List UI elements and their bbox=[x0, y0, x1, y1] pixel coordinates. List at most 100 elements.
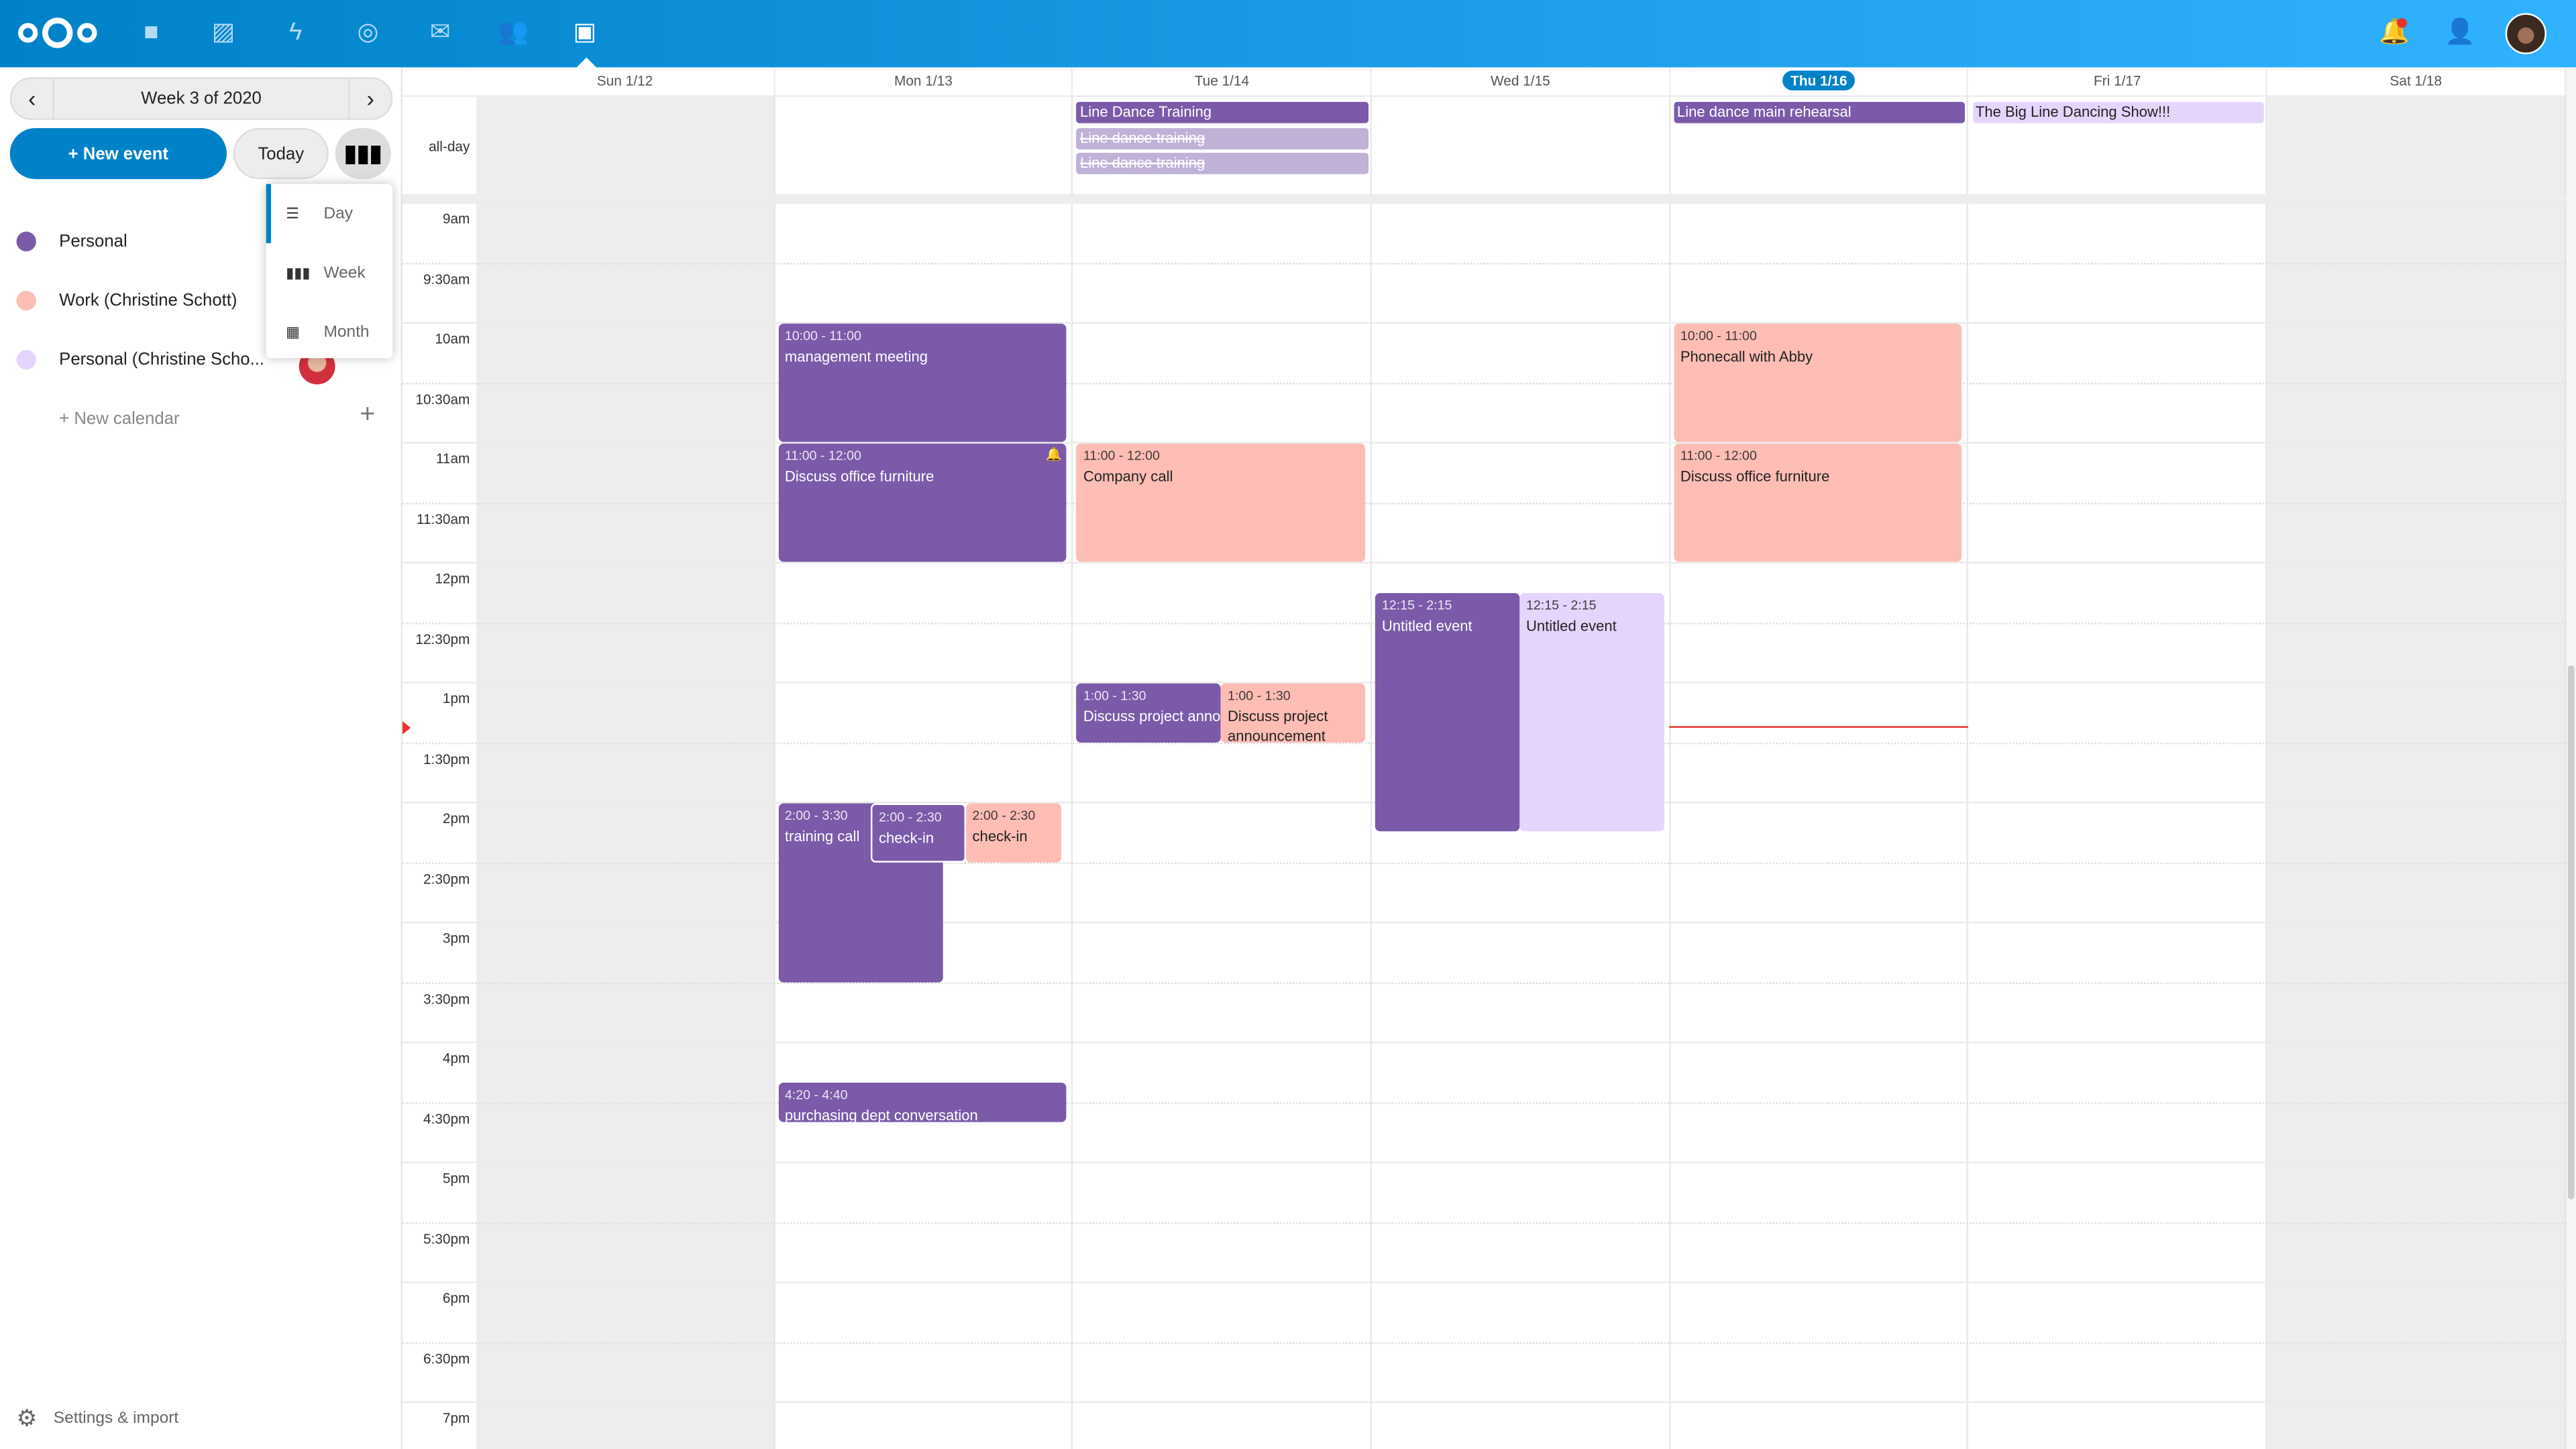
day-column[interactable] bbox=[1372, 95, 1671, 1449]
day-header[interactable]: Tue 1/14 bbox=[1073, 67, 1373, 96]
view-switcher-button[interactable]: ▮▮▮ bbox=[335, 128, 391, 179]
settings-button[interactable]: ⚙ Settings & import bbox=[16, 1405, 178, 1433]
day-column[interactable] bbox=[775, 95, 1074, 1449]
contacts-menu-icon[interactable]: 👤 bbox=[2445, 17, 2475, 46]
gear-icon: ⚙ bbox=[16, 1404, 38, 1432]
day-column[interactable] bbox=[1969, 95, 2268, 1449]
time-label: 2pm bbox=[442, 810, 470, 826]
event-title: Discuss office furniture bbox=[1680, 468, 1830, 485]
allday-event[interactable]: Line dance main rehearsal bbox=[1674, 101, 1966, 123]
new-calendar-button[interactable]: + New calendar bbox=[59, 409, 180, 429]
day-header-label: Fri 1/17 bbox=[2094, 72, 2141, 89]
today-button[interactable]: Today bbox=[233, 128, 329, 179]
grid-line bbox=[402, 322, 2567, 324]
calendar-event[interactable]: 11:00 - 12:00 Discuss office furniture bbox=[1674, 443, 1963, 562]
day-header[interactable]: Wed 1/15 bbox=[1372, 67, 1671, 96]
calendar-color-dot[interactable] bbox=[16, 290, 36, 311]
grid-line bbox=[402, 1161, 2567, 1163]
time-label: 1pm bbox=[442, 690, 470, 707]
view-menu-month[interactable]: ▦ Month bbox=[266, 303, 393, 362]
calendar-event[interactable]: 11:00 - 12:00 Company call bbox=[1077, 443, 1366, 562]
calendar-event[interactable]: 11:00 - 12:00 Discuss office furniture 🔔 bbox=[778, 443, 1067, 562]
day-header[interactable]: Sun 1/12 bbox=[476, 67, 775, 96]
allday-event[interactable]: Line dance training bbox=[1077, 152, 1369, 174]
grid-line bbox=[402, 502, 2567, 504]
event-title: check-in bbox=[879, 829, 934, 847]
time-label: 3:30pm bbox=[423, 989, 470, 1007]
event-time: 10:00 - 11:00 bbox=[1680, 328, 1757, 343]
scrollbar-thumb[interactable] bbox=[2567, 665, 2575, 1199]
event-title: Company call bbox=[1083, 468, 1173, 485]
allday-event[interactable]: The Big Line Dancing Show!!! bbox=[1972, 101, 2265, 123]
current-time-line bbox=[1669, 726, 1968, 728]
talk-icon[interactable]: ◎ bbox=[357, 17, 379, 46]
day-column[interactable] bbox=[2267, 95, 2567, 1449]
day-header[interactable]: Thu 1/16 bbox=[1670, 67, 1970, 96]
calendar-event[interactable]: 10:00 - 11:00 Phonecall with Abby bbox=[1674, 323, 1963, 442]
grid-line bbox=[402, 1281, 2567, 1283]
calendar-name: Personal bbox=[59, 231, 127, 252]
week-navigator: ‹ Week 3 of 2020 › bbox=[9, 77, 393, 120]
user-avatar[interactable] bbox=[2505, 13, 2546, 54]
grid-line bbox=[402, 921, 2567, 924]
app-header: ■ ▨ ϟ ◎ ✉ 👥 ▣ 🔔 👤 bbox=[0, 0, 2576, 68]
grid-line bbox=[402, 262, 2567, 264]
day-header[interactable]: Mon 1/13 bbox=[775, 67, 1074, 96]
add-calendar-icon[interactable]: + bbox=[360, 400, 376, 429]
event-title: Discuss project announcement bbox=[1083, 708, 1221, 725]
week-grid: all-day Sun 1/12 Mon 1/13 Tue 1/14 Wed 1/15… bbox=[402, 67, 2576, 1449]
day-header-label: Thu 1/16 bbox=[1782, 70, 1856, 91]
calendar-event[interactable]: 4:20 - 4:40 purchasing dept conversation bbox=[778, 1083, 1067, 1122]
nextcloud-logo[interactable] bbox=[16, 15, 98, 51]
calendar-event[interactable]: 2:00 - 2:30 check-in bbox=[965, 803, 1061, 862]
calendar-event[interactable]: 1:00 - 1:30 Discuss project announcement bbox=[1077, 683, 1222, 742]
calendar-name: Work (Christine Schott) bbox=[59, 290, 237, 311]
event-title: management meeting bbox=[784, 348, 928, 365]
day-header-label: Tue 1/14 bbox=[1194, 72, 1250, 89]
photos-icon[interactable]: ▨ bbox=[211, 17, 235, 46]
time-label: 11:30am bbox=[416, 510, 470, 527]
sidebar: ‹ Week 3 of 2020 › + New event Today ▮▮▮… bbox=[0, 67, 403, 1449]
day-column[interactable] bbox=[1073, 95, 1373, 1449]
calendar-color-dot[interactable] bbox=[16, 231, 36, 252]
calendar-event[interactable]: 10:00 - 11:00 management meeting bbox=[778, 323, 1067, 442]
calendar-event[interactable]: 12:15 - 2:15 Untitled event bbox=[1519, 593, 1664, 832]
calendar-event[interactable]: 2:00 - 2:30 check-in bbox=[870, 803, 966, 862]
new-event-button[interactable]: + New event bbox=[9, 128, 227, 179]
next-week-button[interactable]: › bbox=[348, 78, 391, 119]
time-label: 4pm bbox=[442, 1049, 470, 1067]
calendar-item-work[interactable]: Work (Christine Schott) bbox=[16, 284, 237, 317]
scrollbar[interactable] bbox=[2564, 67, 2576, 1449]
event-time: 10:00 - 11:00 bbox=[784, 328, 861, 343]
day-column[interactable] bbox=[476, 95, 775, 1449]
view-menu-week[interactable]: ▮▮▮ Week bbox=[266, 243, 393, 302]
calendar-icon[interactable]: ▣ bbox=[573, 17, 597, 46]
time-label: 6pm bbox=[442, 1289, 470, 1306]
notifications-icon[interactable]: 🔔 bbox=[2379, 17, 2410, 46]
view-menu-day[interactable]: ☰ Day bbox=[266, 184, 393, 244]
mail-icon[interactable]: ✉ bbox=[429, 17, 451, 46]
day-header[interactable]: Sat 1/18 bbox=[2267, 67, 2567, 96]
calendar-event[interactable]: 12:15 - 2:15 Untitled event bbox=[1375, 593, 1520, 832]
time-label: 9:30am bbox=[423, 270, 470, 287]
event-time: 11:00 - 12:00 bbox=[1083, 448, 1160, 464]
allday-event[interactable]: Line dance training bbox=[1077, 127, 1369, 149]
calendar-color-dot[interactable] bbox=[16, 350, 36, 370]
day-header-label: Sat 1/18 bbox=[2390, 72, 2443, 89]
contacts-icon[interactable]: 👥 bbox=[498, 17, 529, 46]
event-time: 11:00 - 12:00 bbox=[784, 448, 861, 464]
allday-event[interactable]: Line Dance Training bbox=[1077, 101, 1369, 123]
files-icon[interactable]: ■ bbox=[144, 17, 159, 46]
event-time: 12:15 - 2:15 bbox=[1381, 598, 1452, 614]
calendar-item-personal[interactable]: Personal bbox=[16, 225, 127, 258]
day-column[interactable] bbox=[1670, 95, 1970, 1449]
week-label[interactable]: Week 3 of 2020 bbox=[141, 89, 262, 109]
calendar-event[interactable]: 1:00 - 1:30 Discuss project announcement bbox=[1221, 683, 1366, 742]
event-title: Untitled event bbox=[1381, 618, 1472, 635]
bell-icon: 🔔 bbox=[1045, 447, 1062, 462]
calendar-item-personal-shared[interactable]: Personal (Christine Scho... bbox=[16, 343, 264, 376]
activity-icon[interactable]: ϟ bbox=[289, 17, 303, 46]
previous-week-button[interactable]: ‹ bbox=[11, 78, 54, 119]
grid-line bbox=[402, 1401, 2567, 1403]
day-header[interactable]: Fri 1/17 bbox=[1969, 67, 2268, 96]
